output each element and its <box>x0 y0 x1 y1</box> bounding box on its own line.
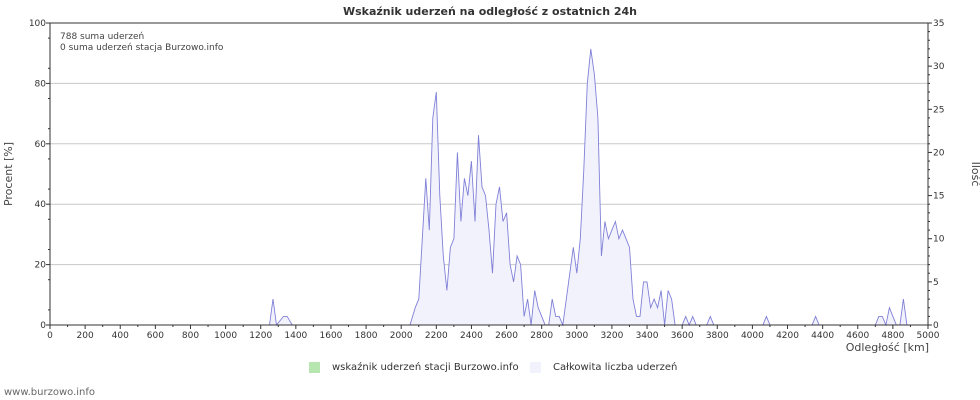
y-right-tick-label: 35 <box>933 19 944 29</box>
x-tick-label: 4800 <box>881 331 904 341</box>
y-right-tick-label: 5 <box>933 278 939 288</box>
x-tick-label: 1200 <box>249 331 272 341</box>
x-tick-label: 3400 <box>636 331 659 341</box>
y-right-tick-label: 0 <box>933 321 939 331</box>
x-axis-label: Odległość [km] <box>846 341 929 354</box>
x-tick-label: 3800 <box>706 331 729 341</box>
x-tick-label: 800 <box>182 331 199 341</box>
y-right-tick-label: 30 <box>933 62 945 72</box>
x-tick-label: 2200 <box>425 331 448 341</box>
annotation-station-strikes: 0 suma uderzeń stacja Burzowo.info <box>60 43 224 53</box>
x-tick-label: 3000 <box>565 331 588 341</box>
x-tick-label: 200 <box>77 331 94 341</box>
y-left-tick-label: 40 <box>35 200 47 210</box>
x-tick-label: 4200 <box>776 331 799 341</box>
footer-site: www.burzowo.info <box>4 387 96 398</box>
x-tick-label: 2800 <box>530 331 553 341</box>
series-total-fill <box>269 48 914 326</box>
y-left-tick-label: 60 <box>35 140 47 150</box>
x-tick-label: 400 <box>112 331 129 341</box>
x-tick-label: 4000 <box>741 331 764 341</box>
legend: wskaźnik uderzeń stacji Burzowo.info Cał… <box>0 362 980 378</box>
x-tick-label: 600 <box>147 331 164 341</box>
y-left-tick-label: 100 <box>29 19 46 29</box>
x-tick-label: 0 <box>47 331 53 341</box>
legend-label-station: wskaźnik uderzeń stacji Burzowo.info <box>332 362 519 373</box>
x-tick-label: 4600 <box>846 331 869 341</box>
axes: 0 200 400 600 800 1000 1200 1400 1600 1800 2000 220… <box>29 19 945 341</box>
x-tick-label: 2400 <box>460 331 483 341</box>
y-left-tick-label: 80 <box>35 79 47 89</box>
x-tick-label: 1600 <box>320 331 343 341</box>
y-right-tick-label: 15 <box>933 192 944 202</box>
y-axis-label-right: Ilość <box>969 162 980 187</box>
y-right-tick-label: 20 <box>933 148 945 158</box>
y-axis-label-left: Procent [%] <box>2 142 15 206</box>
legend-label-total: Całkowita liczba uderzeń <box>553 362 678 373</box>
legend-swatch-station <box>309 362 320 373</box>
x-tick-label: 5000 <box>917 331 940 341</box>
legend-item-station: wskaźnik uderzeń stacji Burzowo.info <box>309 362 519 373</box>
chart-title: Wskaźnik uderzeń na odległość z ostatnic… <box>343 5 637 18</box>
y-left-tick-label: 0 <box>40 321 46 331</box>
x-tick-label: 4400 <box>811 331 834 341</box>
x-tick-label: 1000 <box>214 331 237 341</box>
x-tick-label: 1400 <box>284 331 307 341</box>
y-right-tick-label: 10 <box>933 235 945 245</box>
x-tick-label: 3600 <box>671 331 694 341</box>
x-tick-label: 2000 <box>390 331 413 341</box>
y-right-tick-label: 25 <box>933 105 944 115</box>
annotation-total-strikes: 788 suma uderzeń <box>60 32 144 42</box>
series-area <box>269 48 914 327</box>
x-tick-label: 2600 <box>495 331 518 341</box>
legend-swatch-total <box>530 362 541 373</box>
y-left-tick-label: 20 <box>35 261 47 271</box>
x-tick-label: 3200 <box>600 331 623 341</box>
legend-item-total: Całkowita liczba uderzeń <box>530 362 677 373</box>
x-tick-label: 1800 <box>355 331 378 341</box>
